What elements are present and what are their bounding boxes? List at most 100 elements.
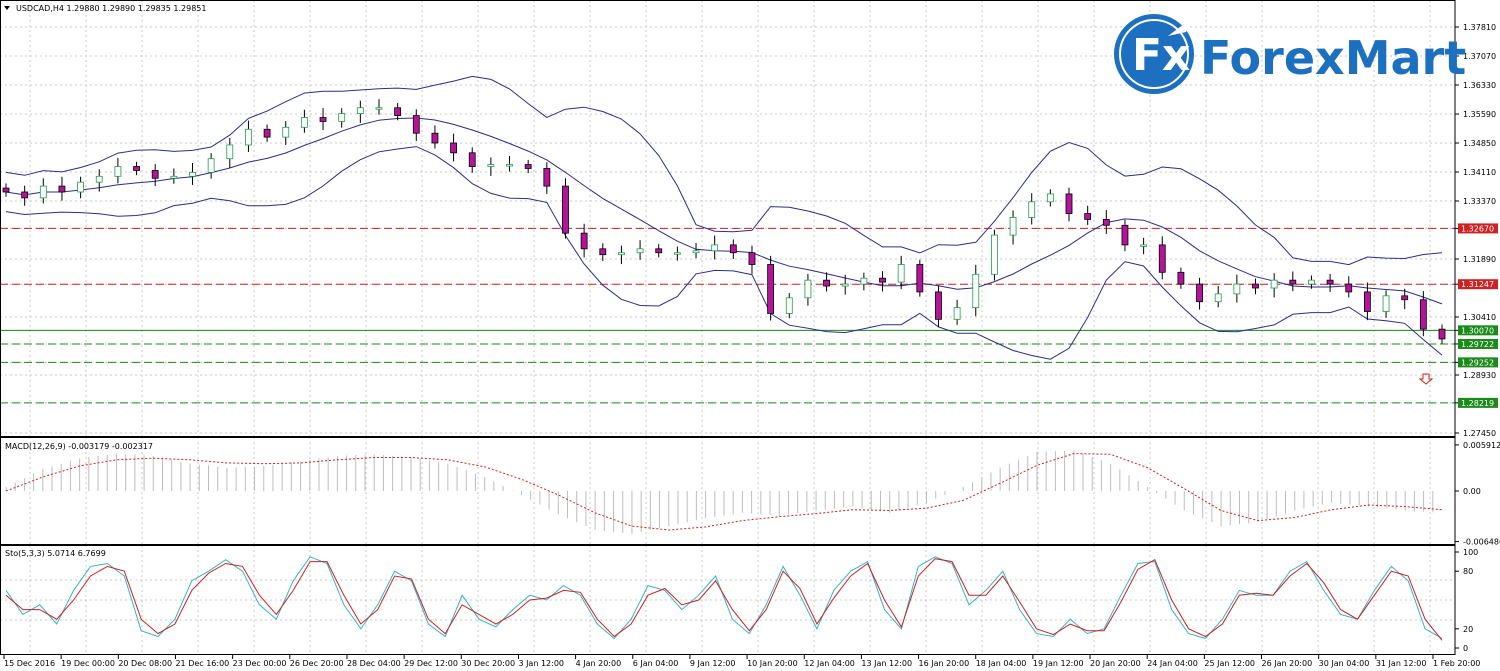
candle	[245, 128, 252, 146]
candle	[1140, 244, 1148, 247]
candle	[133, 166, 140, 171]
candle	[300, 117, 308, 128]
time-tick-label: 12 Jan 04:00	[804, 659, 855, 668]
grid-layer	[0, 0, 1455, 655]
candle	[1177, 271, 1185, 285]
candle	[506, 164, 513, 167]
price-tick-label: 1.32670	[1461, 224, 1494, 233]
time-tick-label: 28 Dec 04:00	[347, 659, 401, 668]
candle	[1196, 283, 1203, 303]
candle	[1252, 283, 1259, 289]
candle	[356, 107, 364, 115]
sto-tick-label: 100	[1463, 548, 1478, 557]
price-level-tag	[1458, 223, 1498, 234]
time-tick-label: 16 Jan 20:00	[919, 659, 970, 668]
price-tick-label: 1.33370	[1463, 197, 1496, 206]
time-tick-label: 4 Jan 20:00	[576, 659, 622, 668]
candle	[2, 187, 10, 193]
candle	[729, 244, 737, 254]
panel-frame	[0, 0, 1456, 437]
macd-tick-label: -0.006486	[1463, 538, 1500, 547]
time-tick-label: 31 Jan 12:00	[1376, 659, 1427, 668]
candle	[673, 252, 681, 255]
logo-arrow-icon	[1168, 18, 1192, 36]
candle	[1289, 279, 1297, 285]
candle	[711, 244, 719, 252]
candle	[804, 279, 812, 299]
candle	[1214, 293, 1222, 303]
time-tick-label: 24 Jan 04:00	[1147, 659, 1198, 668]
price-tick-label: 1.34850	[1463, 139, 1496, 148]
candle	[319, 117, 327, 122]
candle	[1009, 217, 1017, 236]
price-tick-label: 1.37810	[1463, 23, 1496, 32]
candle	[189, 171, 196, 177]
price-axis: 1.37810 1.37070 1.36330 1.35590 1.34850 1.341…	[1455, 23, 1500, 653]
candle	[618, 252, 625, 256]
logo-text: ForexMart	[1200, 31, 1466, 85]
candle	[1438, 328, 1446, 340]
candle	[39, 185, 47, 199]
bollinger-lower	[5, 146, 1443, 360]
candle	[1382, 295, 1390, 312]
panel-frames	[0, 0, 1456, 655]
candle	[953, 307, 961, 320]
time-tick-label: 3 Jan 12:00	[518, 659, 564, 668]
candle	[114, 166, 122, 177]
candle	[1364, 291, 1371, 312]
logo-mark: Fx	[1132, 30, 1190, 81]
candle	[1065, 193, 1073, 214]
price-tick-label: 1.29722	[1461, 340, 1494, 349]
candle	[263, 128, 271, 138]
candle	[1401, 295, 1409, 301]
candle	[1158, 244, 1166, 273]
bollinger-bands	[5, 75, 1443, 360]
time-tick-label: 1 Feb 20:00	[1433, 659, 1480, 668]
candle	[916, 264, 924, 293]
price-tick-label: 1.36330	[1463, 81, 1496, 90]
time-tick-label: 20 Jan 20:00	[1090, 659, 1141, 668]
candle	[748, 252, 756, 265]
candle	[431, 132, 439, 144]
candle	[207, 158, 215, 173]
candle	[655, 248, 663, 254]
candle	[562, 185, 569, 234]
candle	[58, 185, 66, 193]
sto-tick-label: 0	[1463, 644, 1468, 653]
price-tick-label: 1.30410	[1463, 313, 1496, 322]
candle	[394, 107, 402, 116]
candle	[692, 250, 700, 254]
candle	[282, 126, 290, 138]
candle	[636, 248, 644, 254]
price-tick-label: 1.31890	[1463, 255, 1496, 264]
price-tick-label: 1.37070	[1463, 52, 1496, 61]
time-tick-label: 13 Jan 12:00	[861, 659, 912, 668]
candle	[1308, 279, 1315, 285]
macd-title: MACD(12,26,9) -0.003179 -0.002317	[5, 442, 153, 451]
candle	[599, 248, 607, 256]
price-level-tag	[1458, 397, 1498, 408]
candle	[151, 170, 159, 179]
candle	[1233, 283, 1241, 295]
bollinger-middle	[5, 117, 1443, 305]
time-tick-label: 30 Jan 04:00	[1319, 659, 1370, 668]
candle	[543, 168, 551, 187]
candle	[1046, 193, 1054, 203]
candle	[841, 283, 849, 287]
chart-menu-icon[interactable]	[4, 6, 10, 10]
candle	[375, 107, 383, 110]
candle	[1102, 219, 1110, 226]
candle	[77, 181, 84, 193]
macd-tick-label: 0.00	[1463, 487, 1481, 496]
candle	[95, 175, 103, 183]
candle	[487, 164, 495, 167]
time-tick-label: 25 Jan 12:00	[1204, 659, 1255, 668]
candle	[767, 264, 775, 314]
time-axis: 15 Dec 2016 19 Dec 00:00 20 Dec 08:00 21 De…	[3, 655, 1480, 668]
sell-arrow-icon	[1418, 373, 1434, 385]
main-title: USDCAD,H4 1.29880 1.29890 1.29835 1.2985…	[16, 4, 206, 13]
price-tick-label: 1.29252	[1461, 358, 1494, 367]
time-tick-label: 9 Jan 12:00	[690, 659, 736, 668]
candle	[879, 277, 886, 283]
